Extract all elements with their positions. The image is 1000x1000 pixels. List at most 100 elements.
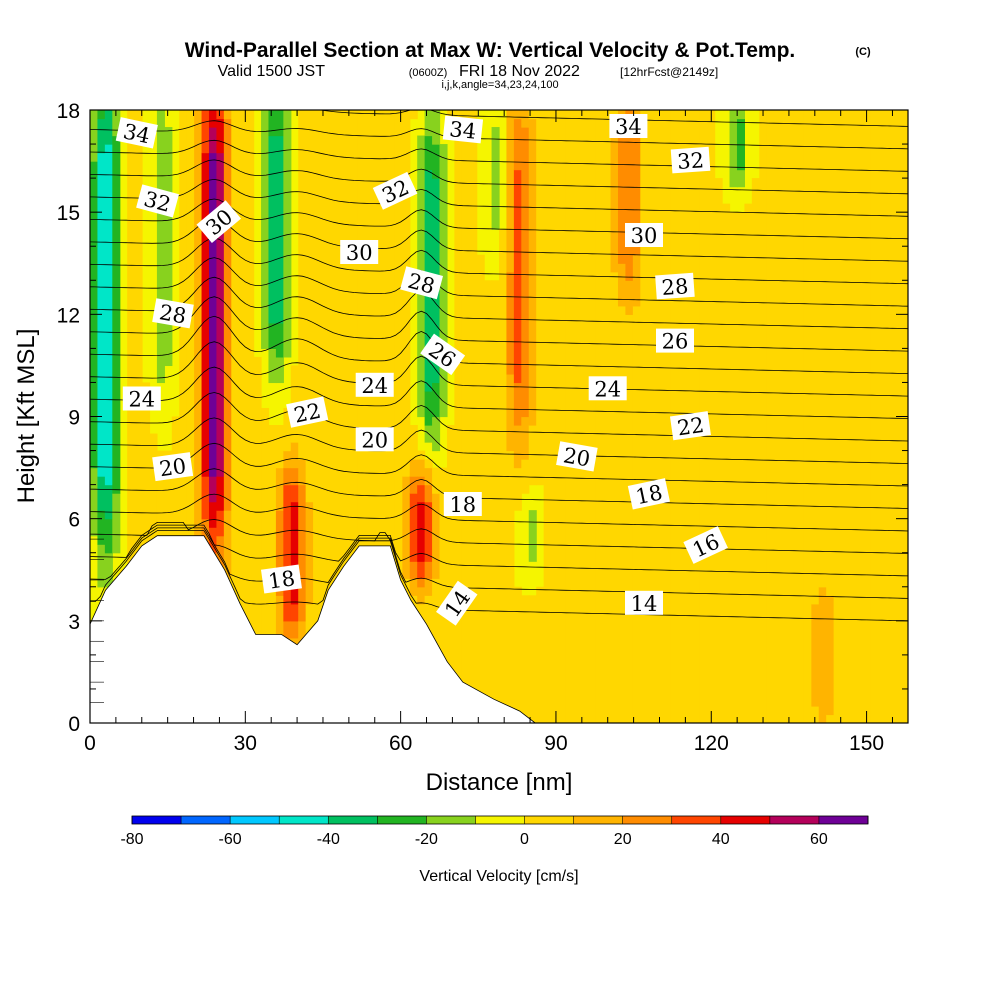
contour-label: 30: [340, 240, 379, 265]
contour-label: 20: [152, 452, 194, 481]
subtitle-utc-time: (0600Z): [409, 67, 448, 79]
contour-label: 22: [669, 411, 711, 440]
contour-label-text: 14: [631, 592, 658, 616]
potential-temperature-contours: [90, 110, 908, 622]
colorbar-swatch: [671, 816, 722, 824]
theta-contour-line: [90, 366, 908, 419]
x-tick-label: 30: [234, 732, 257, 755]
y-tick-label: 15: [57, 202, 80, 225]
theta-contour-line: [90, 417, 908, 464]
contour-label: 18: [443, 492, 482, 517]
theta-contour-line: [90, 524, 908, 577]
colorbar-tick-label: -80: [120, 831, 143, 848]
colorbar-swatch: [720, 816, 771, 824]
y-tick-label: 12: [57, 304, 80, 327]
x-tick-label: 0: [84, 732, 96, 755]
subtitle-valid-time: Valid 1500 JST: [218, 63, 326, 80]
chart-title: Wind-Parallel Section at Max W: Vertical…: [185, 39, 796, 62]
subtitle-forecast: [12hrFcst@2149z]: [620, 65, 718, 79]
contour-label-text: 24: [594, 377, 621, 401]
chart-subtitle: Valid 1500 JST (0600Z) FRI 18 Nov 2022 […: [218, 63, 719, 80]
colorbar-swatch: [132, 816, 182, 824]
theta-contour-line: [260, 110, 908, 127]
theta-contour-line: [90, 159, 908, 195]
x-tick-label: 120: [694, 732, 729, 755]
contour-label: 34: [442, 115, 484, 144]
colorbar-tick-label: 0: [520, 831, 529, 848]
theta-contour-line: [90, 493, 908, 532]
contour-label-text: 26: [662, 330, 689, 354]
contour-label-text: 34: [448, 117, 477, 144]
subtitle-date: FRI 18 Nov 2022: [459, 63, 580, 80]
contour-label-text: 30: [631, 224, 658, 248]
contour-label-text: 18: [449, 493, 476, 517]
contour-label-text: 18: [634, 480, 665, 509]
contour-label-text: 24: [361, 374, 388, 398]
colorbar-tick-label: 20: [614, 831, 632, 848]
theta-contour-line: [90, 276, 908, 330]
colorbar-tick-label: -60: [219, 831, 242, 848]
theta-contour-line: [90, 527, 908, 599]
contour-label: 24: [355, 372, 394, 398]
contour-label: 32: [670, 146, 711, 174]
contour-label-text: 34: [121, 119, 152, 148]
theta-contour-line: [90, 120, 908, 150]
terrain-level-ticks: [90, 538, 104, 703]
contour-label-text: 32: [676, 148, 704, 174]
theta-contour-line: [90, 468, 908, 509]
theta-contour-line: [90, 296, 908, 352]
contour-label: 24: [122, 386, 161, 412]
contour-label: 28: [152, 298, 194, 328]
theta-contour-line: [90, 257, 908, 307]
theta-contour-line: [90, 178, 908, 217]
contour-label-text: 20: [561, 443, 591, 471]
contour-label: 34: [609, 114, 648, 139]
colorbar-tick-label: 60: [810, 831, 828, 848]
theta-contour-line: [90, 237, 908, 285]
y-axis-label: Height [Kft MSL]: [13, 329, 40, 504]
colorbar-swatch: [230, 816, 280, 824]
y-tick-label: 9: [68, 407, 80, 430]
theta-contour-line: [90, 341, 908, 397]
y-tick-label: 18: [57, 100, 80, 123]
contour-label: 14: [625, 590, 663, 616]
colorbar-swatch: [573, 816, 624, 824]
x-tick-label: 150: [849, 732, 884, 755]
x-tick-label: 60: [389, 732, 412, 755]
contour-label-text: 22: [292, 399, 323, 428]
colorbar-swatch: [181, 816, 231, 824]
title-copyright-mark: (C): [855, 46, 871, 58]
contour-label: 18: [627, 478, 670, 510]
contour-label: 16: [683, 526, 728, 564]
contour-label: 18: [260, 564, 302, 594]
contour-label: 30: [625, 223, 663, 248]
y-tick-label: 3: [68, 611, 80, 634]
contour-label-text: 22: [676, 413, 706, 440]
colorbar-swatch: [328, 816, 378, 824]
terrain-mask: [89, 535, 537, 724]
contour-label: 26: [656, 328, 694, 354]
x-axis-label: Distance [nm]: [426, 769, 573, 796]
theta-contour-line: [90, 442, 908, 487]
colorbar-swatch: [377, 816, 427, 824]
chart-parameters: i,j,k,angle=34,23,24,100: [441, 79, 558, 91]
contour-label: 24: [588, 376, 627, 401]
contour-label-text: 28: [158, 300, 188, 328]
y-tick-label: 0: [68, 713, 80, 736]
theta-contour-line: [90, 139, 908, 172]
contour-label-text: 34: [615, 115, 642, 139]
colorbar-swatch: [818, 816, 869, 824]
contour-label-text: 18: [267, 566, 297, 593]
contour-label-text: 24: [128, 388, 155, 412]
y-tick-label: 6: [68, 509, 80, 532]
y-axis: 0 3 6 9 12 15 18: [57, 100, 908, 736]
theta-contour-line: [90, 519, 908, 554]
colorbar-swatch: [279, 816, 329, 824]
colorbar-swatch: [622, 816, 673, 824]
contour-label: 28: [655, 272, 695, 300]
x-tick-label: 90: [544, 732, 567, 755]
colorbar-tick-label: -40: [317, 831, 340, 848]
colorbar-swatch: [475, 816, 525, 824]
contour-label: 20: [355, 427, 394, 452]
